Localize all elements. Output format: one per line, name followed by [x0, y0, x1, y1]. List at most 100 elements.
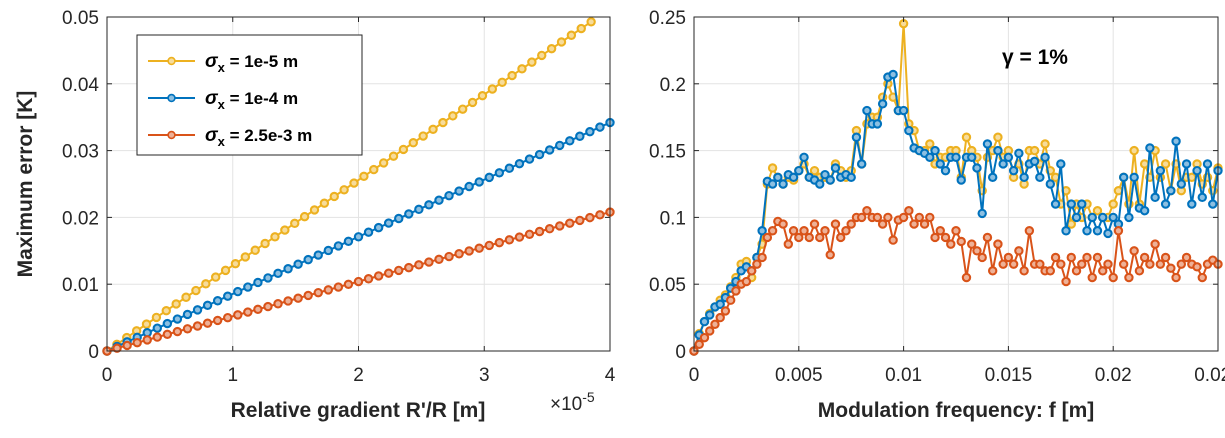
legend-label: σx = 2.5e-3 m	[205, 125, 312, 149]
right-series-2-point-highlight	[1210, 257, 1216, 263]
right-series-2-point-highlight	[1089, 274, 1095, 281]
right-series-1-point-highlight	[822, 172, 828, 178]
right-series-2-point-highlight	[937, 228, 943, 234]
right-series-2-point-highlight	[1073, 268, 1080, 274]
right-ytick-label: 0.25	[649, 8, 686, 29]
left-series-2-point-highlight	[587, 215, 593, 221]
right-series-1-point-highlight	[770, 181, 776, 187]
left-series-1-point-highlight	[345, 238, 352, 244]
right-series-2-point-highlight	[874, 214, 881, 220]
left-series-0-point-highlight	[420, 133, 426, 139]
right-series-2	[689, 206, 1223, 356]
right-series-0-point-highlight	[1005, 148, 1012, 154]
right-series-1-point-highlight	[1079, 201, 1085, 207]
left-series-2-point-highlight	[335, 284, 341, 290]
right-ytick-label: 0.05	[649, 275, 686, 296]
right-series-2-point-highlight	[1068, 254, 1074, 261]
left-series-0-point-highlight	[272, 234, 278, 240]
left-series-0-point-highlight	[390, 153, 397, 159]
right-series-1-point-highlight	[817, 181, 823, 187]
right-series-1-point-highlight	[1016, 150, 1022, 156]
right-series-0-point-highlight	[963, 134, 970, 140]
right-series-2-point-highlight	[974, 248, 980, 254]
right-series-2-point-highlight	[764, 234, 770, 241]
left-series-0-point-highlight	[489, 86, 495, 92]
left-series-1-point-highlight	[396, 215, 402, 222]
right-xtick-label: 0.025	[1194, 365, 1225, 386]
left-series-1-point-highlight	[335, 243, 341, 249]
left-series-0-point-highlight	[302, 214, 308, 220]
right-series-0-point-highlight	[1178, 188, 1184, 194]
right-series-2-point-highlight	[1199, 274, 1205, 281]
right-series-1-point-highlight	[1194, 168, 1200, 174]
right-ytick-label: 0	[675, 342, 686, 363]
right-series-1-point-highlight	[853, 134, 860, 140]
right-series-1-point-highlight	[796, 168, 802, 174]
right-series-2-point-highlight	[984, 234, 991, 241]
right-series-2-point-highlight	[1094, 254, 1101, 261]
left-series-2-point-highlight	[466, 248, 472, 254]
left-series-2-point-highlight	[194, 323, 201, 329]
right-series-1-point-highlight	[707, 312, 713, 318]
right-series-1-point-highlight	[848, 174, 854, 180]
left-series-0-point-highlight	[549, 46, 555, 52]
legend-label: σx = 1e-5 m	[205, 51, 298, 75]
left-series-1-point-highlight	[506, 165, 512, 171]
right-series-1-point-highlight	[1011, 168, 1017, 174]
right-series-2-point-highlight	[1058, 261, 1064, 267]
right-series-1-point-highlight	[1163, 201, 1169, 207]
right-series-2-point-highlight	[1204, 261, 1211, 267]
left-series-0-point-highlight	[193, 287, 199, 294]
left-series-0-point-highlight	[351, 180, 357, 186]
left-series-1-point-highlight	[386, 220, 392, 226]
right-series-2-point-highlight	[1037, 261, 1043, 267]
left-series-1-point-highlight	[355, 234, 362, 240]
left-series-2-point-highlight	[124, 342, 130, 349]
left-xtick-label: 3	[479, 365, 490, 386]
left-series-0-point-highlight	[529, 59, 535, 65]
right-series-2-point-highlight	[1052, 254, 1059, 261]
right-series-0-point-highlight	[1063, 188, 1069, 194]
left-series-0-point-highlight	[311, 207, 318, 213]
left-series-1-point-highlight	[406, 211, 412, 217]
left-ytick-label: 0.02	[62, 208, 99, 229]
left-series-1-point-highlight	[466, 183, 472, 190]
left-series-1-point-highlight	[225, 293, 231, 299]
left-series-0-point-highlight	[222, 267, 229, 273]
left-series-0-point-highlight	[361, 173, 367, 179]
legend-entry-0: σx = 1e-5 m	[148, 51, 298, 75]
right-series-2-point-highlight	[1136, 268, 1142, 274]
right-series-2-point-highlight	[1084, 254, 1090, 261]
right-series-1-point-highlight	[1100, 214, 1106, 220]
right-xlabel: Modulation frequency: f [m]	[818, 399, 1095, 422]
left-series-0-point-highlight	[519, 66, 525, 72]
left-series-1-point-highlight	[305, 257, 311, 263]
right-series-2-point-highlight	[780, 221, 786, 227]
left-series-0-point-highlight	[232, 261, 239, 267]
right-series-1-point-highlight	[1189, 201, 1195, 207]
right-series-1-point-highlight	[864, 107, 870, 114]
right-series-2-point-highlight	[1100, 268, 1106, 274]
right-series-2-point-highlight	[770, 228, 776, 234]
left-series-2-point-highlight	[355, 278, 362, 285]
right-series-1-point-highlight	[1157, 168, 1163, 174]
right-series-0-point-highlight	[811, 168, 818, 174]
left-series-2-point-highlight	[516, 234, 523, 240]
left-series-2-point-highlight	[386, 270, 392, 276]
right-series-1-point-highlight	[990, 174, 996, 180]
right-xtick-label: 0.02	[1095, 365, 1132, 386]
right-xtick-label: 0.015	[985, 365, 1033, 386]
left-series-0-point-highlight	[410, 140, 416, 146]
left-chart: 0 1 2 3 4 0 0.01 0.02 0.03 0.04 0.05 Relative grad…	[14, 8, 616, 422]
right-series-1-point-highlight	[759, 228, 765, 234]
right-series-2-point-highlight	[901, 214, 907, 220]
left-series-1-point-highlight	[325, 247, 331, 254]
right-series-2-point-highlight	[942, 234, 949, 241]
left-series-2-point-highlight	[205, 320, 211, 326]
right-series-2-point-highlight	[743, 278, 750, 285]
right-series-0-point-highlight	[1032, 148, 1038, 154]
right-series-2-point-highlight	[1157, 261, 1163, 267]
right-series-2-point-highlight	[733, 288, 739, 294]
left-series-1-point-highlight	[416, 206, 422, 212]
legend-sigma: σ	[205, 88, 219, 109]
